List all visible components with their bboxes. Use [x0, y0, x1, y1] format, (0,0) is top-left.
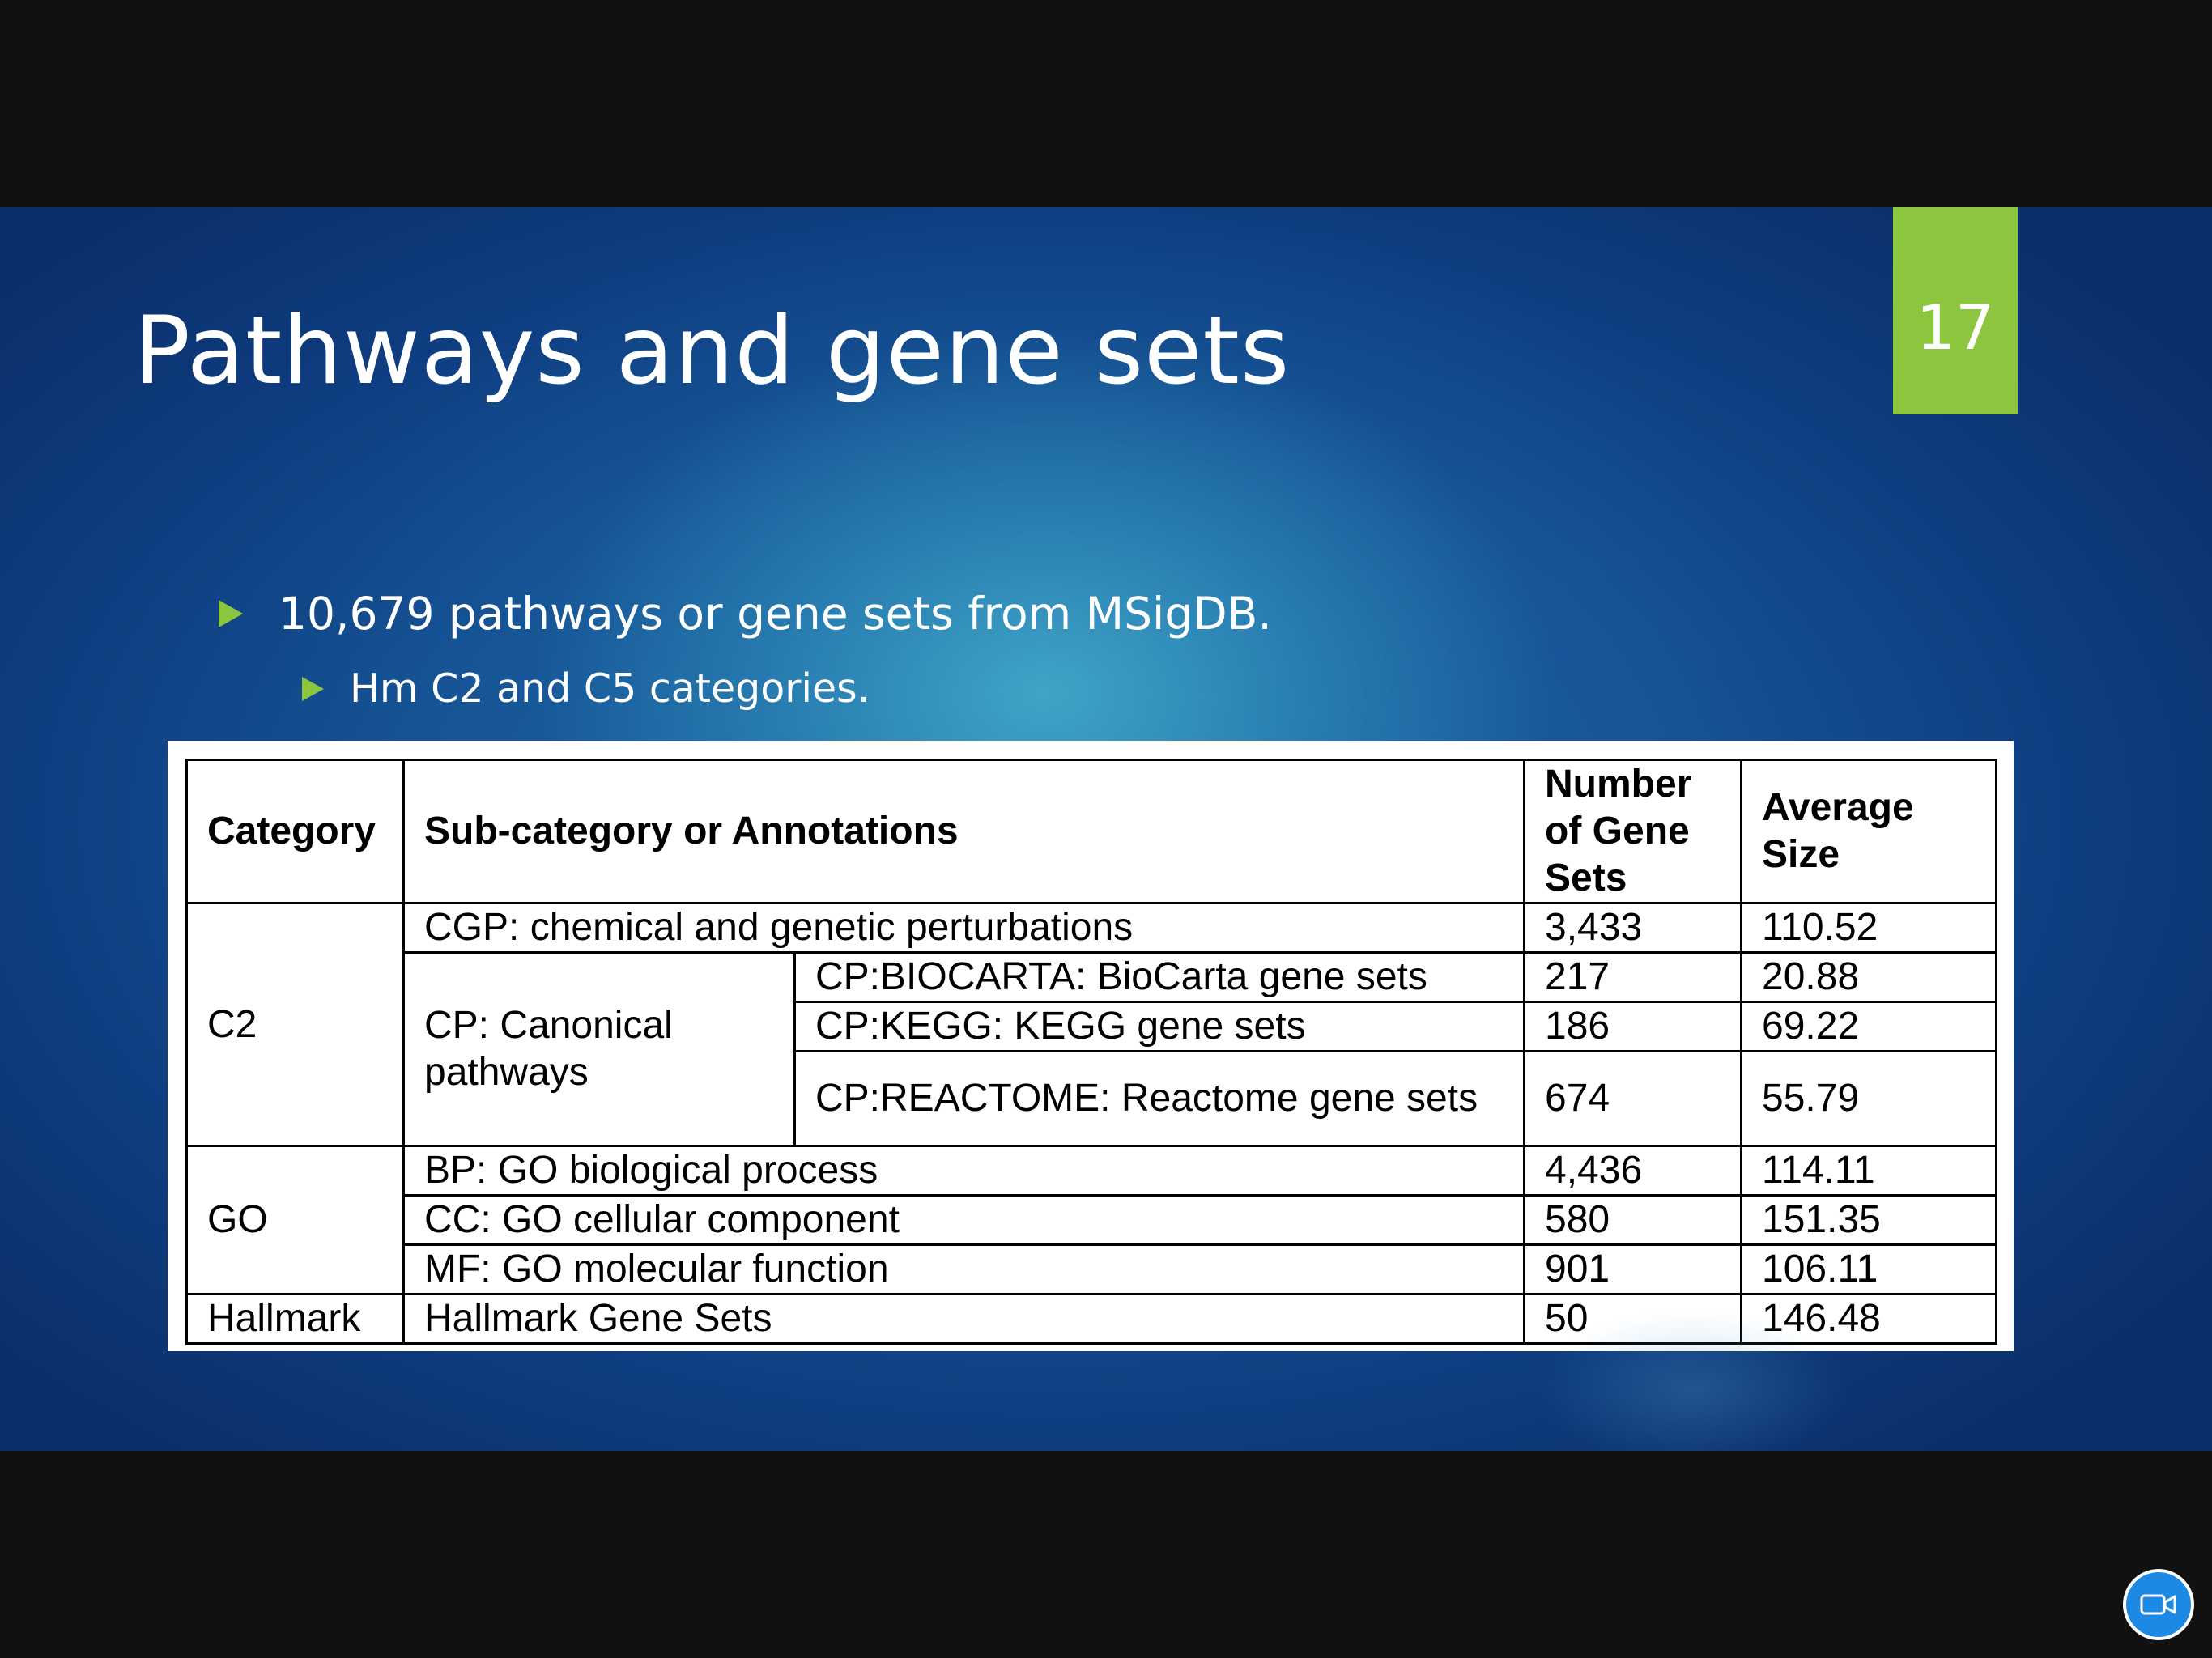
video-camera-icon: [2140, 1594, 2176, 1615]
subcategory-cell: CP:BIOCARTA: BioCarta gene sets: [793, 951, 1526, 1003]
slide-title: Pathways and gene sets: [134, 296, 1291, 406]
table-row: CP: Canonical pathways CP:BIOCARTA: BioC…: [187, 951, 1998, 1147]
average-cell: 146.48: [1740, 1293, 1998, 1345]
header-number: Number of Gene Sets: [1523, 759, 1743, 904]
average-cell: 110.52: [1740, 902, 1998, 954]
number-cell: 901: [1523, 1244, 1743, 1295]
slide: Pathways and gene sets 17 10,679 pathway…: [0, 207, 2212, 1451]
sub-bullet-item: Hm C2 and C5 categories.: [302, 665, 870, 712]
table-row: GO BP: GO biological process 4,436 114.1…: [185, 1145, 1998, 1295]
header-subcategory: Sub-category or Annotations: [402, 759, 1526, 904]
bullet-item: 10,679 pathways or gene sets from MSigDB…: [219, 588, 1272, 640]
average-cell: 20.88: [1740, 951, 1998, 1003]
table-row: C2 CGP: chemical and genetic perturbatio…: [185, 902, 1998, 1147]
table-header-row: Category Sub-category or Annotations Num…: [185, 759, 1998, 904]
bullet-triangle-icon: [302, 676, 324, 701]
subcategory-cell: CP:KEGG: KEGG gene sets: [793, 1001, 1526, 1052]
subcategory-cell: CP:REACTOME: Reactome gene sets: [793, 1050, 1526, 1147]
number-cell: 4,436: [1523, 1145, 1743, 1197]
cp-label-cell: CP: Canonical pathways: [402, 951, 796, 1147]
table-row: CP:REACTOME: Reactome gene sets 674 55.7…: [187, 1050, 1998, 1147]
number-cell: 3,433: [1523, 902, 1743, 954]
category-cell: GO: [185, 1145, 405, 1295]
average-cell: 114.11: [1740, 1145, 1998, 1197]
table-row: Hallmark Hallmark Gene Sets 50 146.48: [185, 1293, 1998, 1345]
number-cell: 217: [1523, 951, 1743, 1003]
number-cell: 674: [1523, 1050, 1743, 1147]
subcategory-cell: BP: GO biological process: [402, 1145, 1526, 1197]
header-average: Average Size: [1740, 759, 1998, 904]
average-cell: 55.79: [1740, 1050, 1998, 1147]
header-category: Category: [185, 759, 405, 904]
category-cell: Hallmark: [185, 1293, 405, 1345]
sub-bullet-text: Hm C2 and C5 categories.: [350, 665, 870, 712]
video-camera-button[interactable]: [2123, 1569, 2194, 1640]
table-panel: Category Sub-category or Annotations Num…: [168, 741, 2014, 1351]
slide-number: 17: [1893, 207, 2018, 414]
table-row: CC: GO cellular component 580 151.35: [187, 1194, 1998, 1246]
subcategory-cell: CGP: chemical and genetic perturbations: [402, 902, 1526, 954]
number-cell: 186: [1523, 1001, 1743, 1052]
average-cell: 151.35: [1740, 1194, 1998, 1246]
subcategory-cell: Hallmark Gene Sets: [402, 1293, 1526, 1345]
average-cell: 69.22: [1740, 1001, 1998, 1052]
bullet-triangle-icon: [219, 600, 243, 627]
table-row: CP:KEGG: KEGG gene sets 186 69.22: [187, 1001, 1998, 1052]
subcategory-cell: CC: GO cellular component: [402, 1194, 1526, 1246]
number-cell: 580: [1523, 1194, 1743, 1246]
table-row: MF: GO molecular function 901 106.11: [187, 1244, 1998, 1295]
number-cell: 50: [1523, 1293, 1743, 1345]
bullet-text: 10,679 pathways or gene sets from MSigDB…: [279, 588, 1272, 640]
gene-set-table: Category Sub-category or Annotations Num…: [185, 759, 1998, 1345]
category-cell: C2: [185, 902, 405, 1147]
average-cell: 106.11: [1740, 1244, 1998, 1295]
subcategory-cell: MF: GO molecular function: [402, 1244, 1526, 1295]
